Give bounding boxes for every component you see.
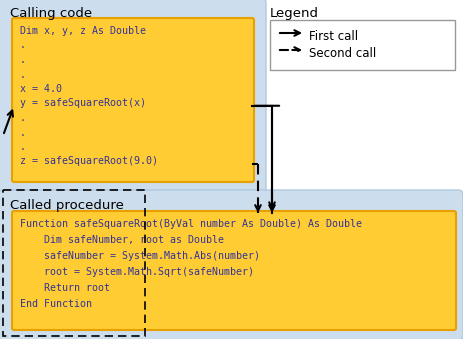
Bar [270, 20, 455, 70]
FancyBboxPatch shape [12, 18, 254, 182]
Text: End Function: End Function [20, 299, 92, 309]
Text: Legend: Legend [270, 7, 319, 20]
Text: .: . [20, 55, 26, 65]
Text: y = safeSquareRoot(x): y = safeSquareRoot(x) [20, 99, 146, 108]
Text: First call: First call [309, 30, 358, 43]
Text: Dim safeNumber, root as Double: Dim safeNumber, root as Double [20, 235, 224, 245]
Text: z = safeSquareRoot(9.0): z = safeSquareRoot(9.0) [20, 157, 158, 166]
Text: Called procedure: Called procedure [10, 199, 124, 212]
Text: .: . [20, 113, 26, 123]
Text: x = 4.0: x = 4.0 [20, 84, 62, 94]
Text: root = System.Math.Sqrt(safeNumber): root = System.Math.Sqrt(safeNumber) [20, 267, 254, 277]
Text: .: . [20, 127, 26, 138]
Text: Second call: Second call [309, 47, 376, 60]
FancyBboxPatch shape [12, 211, 456, 330]
Text: Dim x, y, z As Double: Dim x, y, z As Double [20, 26, 146, 36]
Text: Calling code: Calling code [10, 7, 92, 20]
Text: .: . [20, 40, 26, 51]
Text: Return root: Return root [20, 283, 110, 293]
Text: .: . [20, 142, 26, 152]
Text: Function safeSquareRoot(ByVal number As Double) As Double: Function safeSquareRoot(ByVal number As … [20, 219, 362, 229]
Text: safeNumber = System.Math.Abs(number): safeNumber = System.Math.Abs(number) [20, 251, 260, 261]
Text: .: . [20, 69, 26, 80]
FancyBboxPatch shape [0, 0, 266, 193]
Bar [3, 190, 145, 336]
FancyBboxPatch shape [0, 190, 463, 339]
